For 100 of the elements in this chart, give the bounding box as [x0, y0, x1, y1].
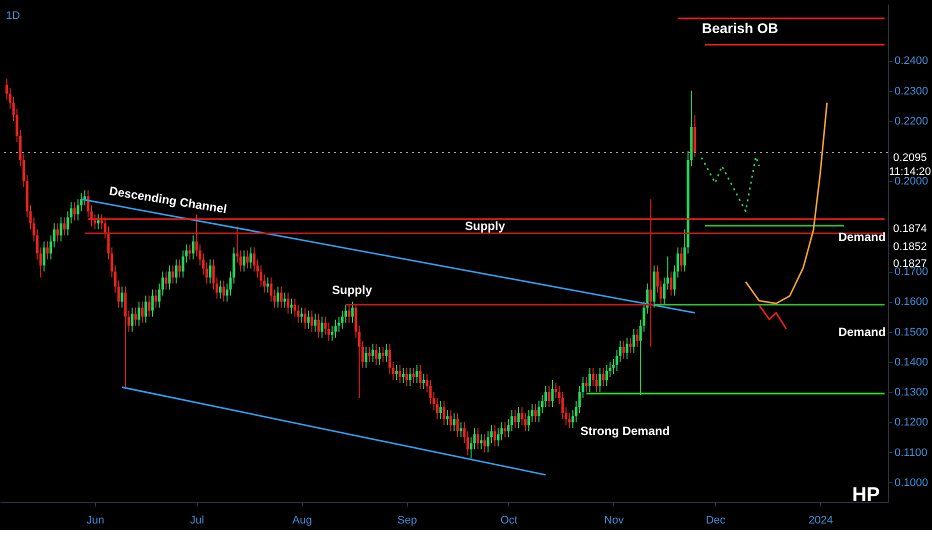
annotation: HP	[852, 484, 880, 506]
candlestick	[551, 379, 554, 408]
y-tick-label: 0.1600	[894, 296, 928, 308]
candlestick	[242, 250, 246, 272]
candlestick	[412, 367, 415, 384]
text: 0.1874	[893, 223, 927, 235]
candlestick	[548, 386, 550, 408]
candlestick	[398, 364, 402, 384]
candlestick	[534, 404, 537, 423]
candlestick	[480, 434, 483, 450]
candlestick	[446, 410, 449, 426]
candlestick	[334, 319, 337, 338]
candlestick	[286, 292, 290, 314]
x-tick-label: Oct	[500, 514, 518, 526]
y-tick-label: 0.2400	[894, 55, 928, 68]
candlestick	[483, 434, 486, 453]
candlestick	[134, 307, 137, 326]
candlestick	[164, 271, 168, 290]
x-tick-label: Sep	[397, 514, 418, 526]
candlestick	[626, 337, 628, 360]
candlestick	[46, 240, 49, 260]
candlestick	[452, 412, 456, 432]
candlestick	[314, 313, 317, 332]
candlestick	[174, 258, 178, 284]
candlestick	[588, 367, 592, 393]
x-tick-label: Jul	[190, 514, 204, 526]
y-tick-label: 0.1500	[894, 326, 928, 338]
text: 1D	[6, 10, 20, 22]
candlestick	[585, 376, 588, 393]
candlestick	[310, 310, 314, 332]
candlestick	[324, 316, 327, 336]
candlestick	[56, 222, 59, 242]
candlestick	[120, 286, 124, 308]
y-tick-label: 0.1300	[894, 386, 928, 399]
candlestick	[154, 289, 158, 308]
candlestick	[538, 400, 540, 423]
y-tick-label: 0.2300	[894, 85, 928, 98]
x-tick-label: Nov	[604, 514, 624, 526]
candlestick	[439, 400, 442, 420]
candlestick	[151, 289, 154, 318]
annotation: Demand	[838, 230, 886, 244]
candlestick	[351, 301, 354, 324]
candlestick	[405, 367, 408, 387]
candlestick	[148, 295, 150, 318]
candlestick	[372, 343, 374, 362]
y-tick-label: 0.1400	[894, 356, 928, 368]
candlestick	[368, 346, 371, 362]
candlestick	[276, 286, 280, 308]
candlestick	[283, 292, 286, 308]
candlestick	[96, 214, 100, 230]
y-tick-label: 0.2200	[894, 115, 928, 128]
candlestick	[456, 412, 459, 438]
candlestick	[680, 246, 683, 272]
candlestick	[670, 271, 672, 296]
candlestick	[408, 367, 412, 387]
candlestick	[602, 367, 605, 387]
candlestick	[294, 298, 296, 318]
candlestick	[307, 310, 310, 330]
candlestick	[416, 364, 418, 384]
candlestick	[222, 280, 225, 302]
candlestick	[507, 418, 510, 438]
candlestick	[219, 280, 222, 300]
y-tick-label: 0.1700	[894, 266, 928, 278]
y-tick-label: 0.1000	[894, 476, 928, 489]
candlestick	[168, 265, 171, 290]
candlestick	[402, 367, 405, 384]
candlestick	[250, 246, 252, 270]
y-tick-label: 0.2000	[894, 176, 928, 188]
candlestick	[476, 428, 480, 450]
candlestick	[418, 364, 422, 390]
candlestick	[605, 364, 608, 387]
candlestick	[130, 307, 134, 332]
candlestick	[504, 422, 506, 438]
line-series	[758, 304, 788, 330]
candlestick	[317, 313, 320, 338]
x-tick-label: Aug	[292, 514, 312, 526]
candlestick	[73, 202, 76, 221]
candlestick	[290, 298, 293, 314]
candlestick	[517, 406, 520, 429]
text: 0.2095	[893, 152, 927, 164]
candlestick	[172, 265, 174, 284]
candlestick	[422, 373, 425, 390]
candlestick	[385, 343, 388, 362]
candlestick	[629, 337, 632, 354]
candlestick	[320, 316, 324, 338]
line-series	[744, 102, 828, 304]
candlestick	[530, 404, 534, 423]
candlestick	[141, 301, 144, 324]
candlestick	[378, 346, 381, 366]
candlestick	[632, 328, 636, 354]
annotation: Demand	[838, 325, 886, 339]
candlestick	[60, 216, 62, 242]
candlestick	[598, 367, 602, 393]
candlestick	[514, 410, 516, 429]
candlestick	[449, 410, 452, 432]
candlestick	[364, 346, 368, 368]
text: 0.1852	[893, 241, 927, 253]
candlestick	[622, 340, 625, 360]
candlestick	[608, 361, 612, 378]
candlestick	[348, 304, 350, 324]
